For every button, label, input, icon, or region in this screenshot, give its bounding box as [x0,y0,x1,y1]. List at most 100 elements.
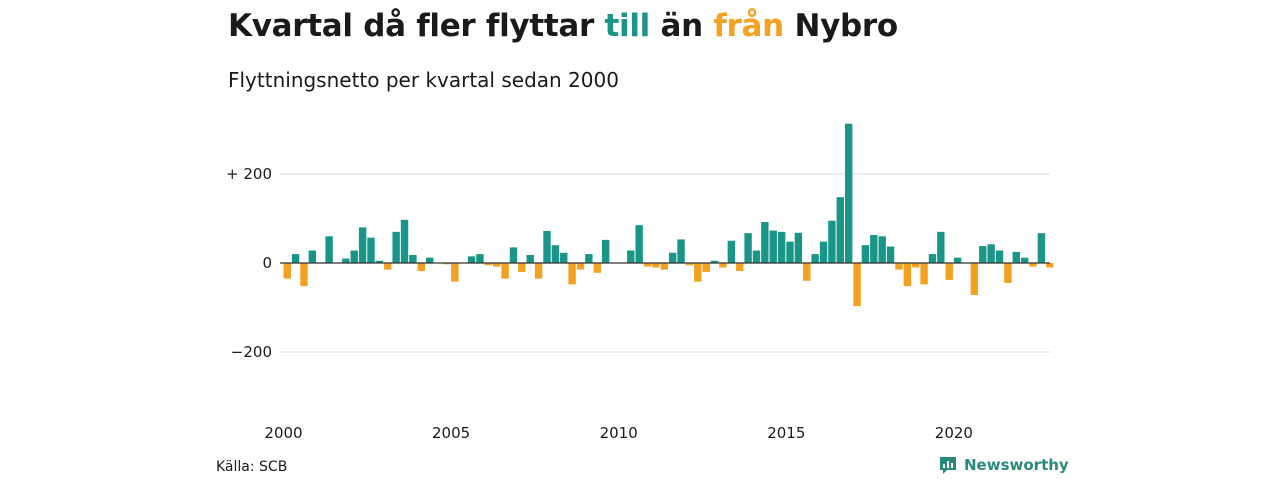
bar [560,252,568,263]
bar [761,222,769,263]
bar [509,247,518,264]
bar [283,263,291,279]
bar [694,263,702,282]
bar [342,258,350,263]
x-axis-ticks: 2000 2005 2010 2015 2020 [264,424,973,442]
bar [970,263,979,296]
bar [1046,263,1054,268]
bar [861,245,870,263]
bar [945,263,953,280]
chart-title: Kvartal då fler flyttar till än från Nyb… [228,8,898,44]
bar [526,254,534,263]
bar [702,263,710,272]
x-tick-label: 2000 [264,424,302,442]
bar [627,250,635,263]
bar [828,220,836,263]
bar [903,263,912,287]
bar [1029,263,1037,267]
y-tick-label: + 200 [226,165,272,183]
bar [870,234,878,264]
x-tick-label: 2020 [935,424,973,442]
bar [786,241,794,263]
bar [987,244,995,263]
bar [819,241,828,263]
bar [409,254,417,263]
brand-name: Newsworthy [964,456,1069,474]
x-tick-label: 2015 [767,424,805,442]
bar [979,246,987,263]
bar [886,246,895,263]
title-part1: Kvartal då fler flyttar [228,8,594,44]
bar [953,257,962,263]
y-axis-ticks: + 200 0 −200 [226,165,272,361]
title-fran: från [713,8,784,44]
bar [660,263,668,270]
bar [417,263,425,272]
bar [685,263,694,266]
bar [811,254,819,263]
bar [568,263,576,285]
title-mid: än [660,8,703,44]
bar [727,240,736,263]
bar [744,233,752,264]
bar [912,263,920,268]
bar [1004,263,1012,284]
bar [476,254,484,263]
x-tick-label: 2010 [600,424,638,442]
y-tick-label: 0 [262,254,272,272]
bar [350,250,358,263]
bar [803,263,811,281]
bar [635,225,643,264]
bar [668,252,677,263]
bar [836,197,844,263]
bar [358,227,367,263]
bar [518,263,526,272]
bar [853,263,861,307]
bar [769,230,777,263]
bar [794,232,803,263]
title-till: till [604,8,650,44]
bar [677,239,685,263]
bar [995,250,1004,263]
bar [752,250,761,263]
bar [501,263,509,279]
bar [425,257,434,263]
bar [375,260,384,263]
bar [442,263,451,265]
bar [543,230,551,263]
bar [1020,257,1029,263]
bar [325,236,333,263]
bar [384,263,392,270]
bar [920,263,928,285]
bar [367,237,375,263]
chart-grid [280,173,1050,353]
bar [736,263,744,272]
bar [844,123,853,263]
bar [493,263,501,267]
bar [878,236,886,263]
x-tick-label: 2005 [432,424,470,442]
chart-subtitle: Flyttningsnetto per kvartal sedan 2000 [228,68,619,92]
bar [710,260,719,263]
bar [551,245,560,263]
bar [534,263,543,279]
bar [585,254,593,263]
chart-bars [283,123,1054,307]
bar [652,263,660,268]
brand-logo[interactable]: Newsworthy [938,455,1069,475]
bar [937,231,945,263]
source-label: Källa: SCB [216,459,288,475]
bar [777,231,786,263]
bar [1012,251,1020,264]
bar [484,263,493,266]
bar [467,256,476,263]
bar [895,263,903,270]
bar [1037,233,1046,264]
y-tick-label: −200 [231,343,272,361]
bar-chart-logo-icon [940,457,956,474]
bar [576,263,585,270]
bar [719,263,727,268]
bar [451,263,459,282]
bar [392,231,400,263]
